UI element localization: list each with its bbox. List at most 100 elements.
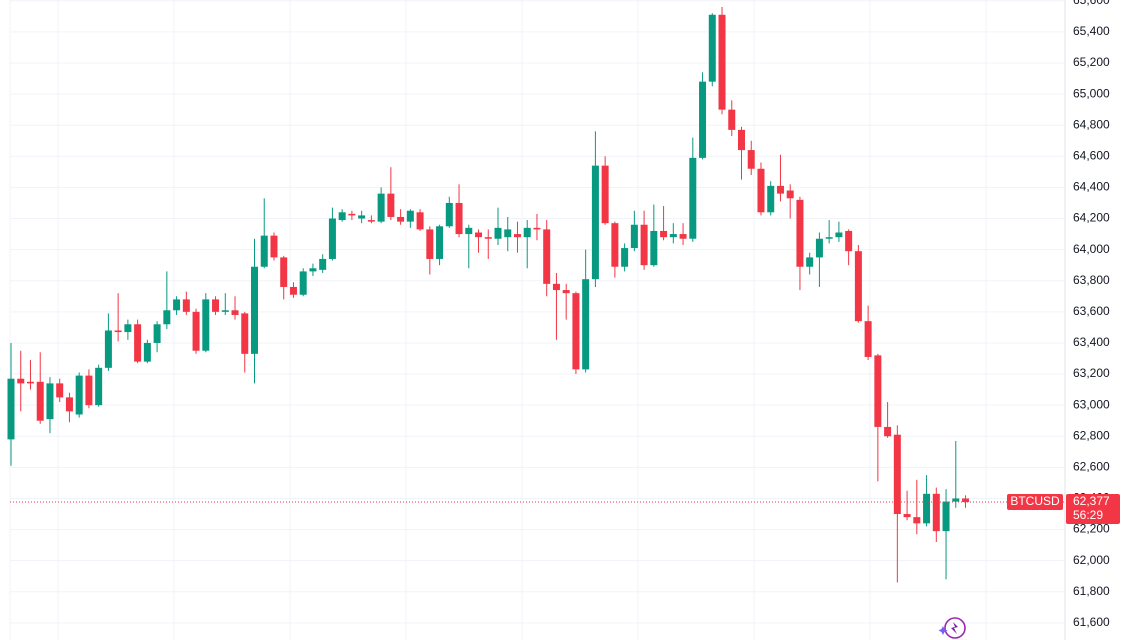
candle-body [893,434,901,515]
candle-body [173,299,181,311]
candle-body [884,426,892,437]
candle-body [212,299,220,312]
candle-body [630,224,638,249]
y-tick-label: 64,600 [1073,148,1110,162]
y-tick-label: 64,200 [1073,211,1110,225]
candle-body [299,271,307,295]
icon-ring [944,617,966,639]
candle-body [289,286,297,295]
candle-body [202,299,210,351]
candle-body [387,193,395,217]
candle-body [962,498,970,503]
candle-body [163,310,171,325]
y-tick-label: 63,400 [1073,335,1110,349]
candle-body [864,321,872,357]
price-tag [1066,494,1120,525]
icon-sparkle [938,626,948,635]
candle-body [65,397,73,412]
candle-body [591,165,599,280]
candle-body [445,202,453,227]
candle-body [562,290,570,294]
y-tick-label: 65,600 [1073,0,1110,7]
candle-body [17,378,25,384]
candle-body [854,251,862,322]
y-tick-label: 64,400 [1073,180,1110,194]
last-price-label: 62,377 [1073,494,1110,508]
candle-body [46,383,54,420]
candle-body [494,227,502,239]
candle-body [767,185,775,213]
candle-body [377,193,385,222]
assistant-icon[interactable] [938,617,966,639]
candle-body [776,185,784,194]
y-tick-label: 65,200 [1073,55,1110,69]
candle-body [621,248,629,267]
candle-body [455,202,463,235]
candle-body [280,257,288,287]
candle-body [26,381,34,384]
candle-body [104,330,112,368]
candle-body [114,330,122,333]
candle-body [134,324,142,362]
candle-body [221,310,229,312]
y-tick-label: 63,200 [1073,366,1110,380]
candle-body [874,355,882,427]
y-tick-label: 62,800 [1073,428,1110,442]
candle-body [689,157,697,239]
candle-body [328,218,336,259]
candle-body [708,14,716,82]
candle-body [309,268,317,272]
candle-body [533,227,541,230]
candle-body [475,232,483,238]
candle-body [650,230,658,266]
candle-body [952,498,960,502]
candle-body [436,226,444,259]
candle-body [513,234,521,238]
candle-body [942,501,950,532]
candle-body [660,230,668,238]
vertical-grid [57,0,987,640]
candle-body [397,216,405,222]
y-tick-label: 63,800 [1073,273,1110,287]
candle-body [192,311,200,351]
candle-body [699,81,707,158]
candle-body [747,150,755,169]
candles [7,6,970,583]
candle-body [845,230,853,252]
candle-body [85,375,93,406]
candle-body [348,213,356,216]
candle-body [757,168,765,213]
y-tick-label: 62,600 [1073,460,1110,474]
candle-body [153,324,161,343]
candle-body [932,493,940,532]
candle-body [124,324,132,333]
y-tick-label: 64,000 [1073,242,1110,256]
candle-body [523,227,531,238]
candle-body [143,342,151,362]
candle-body [640,224,648,266]
candle-body [270,235,278,258]
symbol-tag [1007,494,1063,511]
candle-body [338,212,346,221]
candle-body [7,378,15,440]
y-tick-label: 62,000 [1073,553,1110,567]
candle-body [806,257,814,267]
candle-body [95,367,103,406]
y-tick-label: 64,800 [1073,117,1110,131]
candle-body [913,517,921,524]
candle-body [182,299,190,312]
y-tick-label: 63,600 [1073,304,1110,318]
y-tick-label: 61,800 [1073,584,1110,598]
candle-body [319,258,327,270]
y-tick-label: 63,000 [1073,397,1110,411]
candle-body [358,215,366,219]
candle-body [923,493,931,524]
candle-body [572,293,580,370]
candle-body [36,381,44,421]
candle-body [56,383,64,398]
candle-body [835,232,843,238]
candle-body [552,283,560,291]
candle-body [241,313,249,354]
candle-body [251,266,258,354]
